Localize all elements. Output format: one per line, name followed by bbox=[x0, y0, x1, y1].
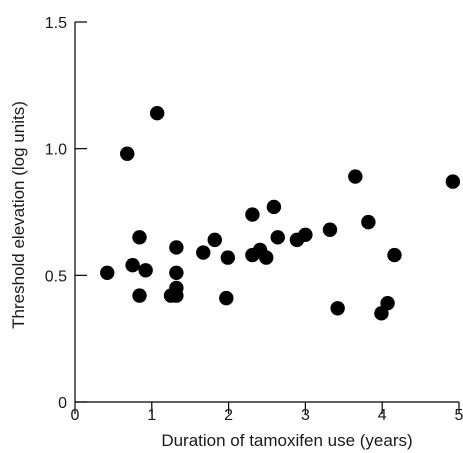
data-point bbox=[259, 250, 274, 265]
data-point bbox=[149, 106, 165, 121]
data-points bbox=[100, 106, 461, 321]
data-point bbox=[270, 230, 285, 245]
data-point bbox=[220, 250, 236, 265]
x-tick-label: 1 bbox=[147, 407, 156, 424]
data-point bbox=[298, 227, 313, 242]
x-tick-label: 3 bbox=[301, 407, 310, 424]
x-axis-title: Duration of tamoxifen use (years) bbox=[161, 431, 412, 450]
data-point bbox=[125, 258, 140, 273]
data-point bbox=[266, 199, 282, 215]
x-tick-label: 5 bbox=[455, 407, 463, 424]
y-tick-label: 1.0 bbox=[45, 142, 67, 159]
data-point bbox=[361, 214, 376, 230]
tick-labels: 0 1 2 3 4 5 0 0.5 1.0 1.5 bbox=[45, 15, 463, 424]
tick-marks bbox=[74, 21, 460, 414]
data-point bbox=[380, 296, 395, 311]
x-tick-label: 0 bbox=[71, 407, 80, 424]
data-point bbox=[387, 247, 402, 263]
data-point bbox=[219, 290, 234, 306]
data-point bbox=[169, 265, 184, 280]
axes bbox=[74, 22, 459, 403]
data-point bbox=[330, 301, 345, 316]
data-point bbox=[100, 265, 115, 280]
data-point bbox=[196, 245, 211, 260]
data-point bbox=[120, 146, 135, 161]
data-point bbox=[132, 230, 147, 245]
data-point bbox=[348, 169, 363, 184]
data-point bbox=[169, 240, 184, 255]
x-tick-label: 4 bbox=[378, 407, 387, 424]
y-tick-label: 1.5 bbox=[45, 15, 67, 32]
y-tick-label: 0 bbox=[58, 395, 67, 412]
data-point bbox=[245, 207, 260, 222]
x-tick-label: 2 bbox=[224, 407, 233, 424]
data-point bbox=[132, 288, 147, 303]
data-point bbox=[445, 174, 461, 189]
y-axis-title: Threshold elevation (log units) bbox=[9, 101, 28, 329]
data-point bbox=[169, 288, 184, 303]
data-point bbox=[207, 232, 222, 248]
data-point bbox=[322, 222, 338, 237]
data-point bbox=[138, 263, 153, 278]
y-tick-label: 0.5 bbox=[45, 268, 67, 285]
